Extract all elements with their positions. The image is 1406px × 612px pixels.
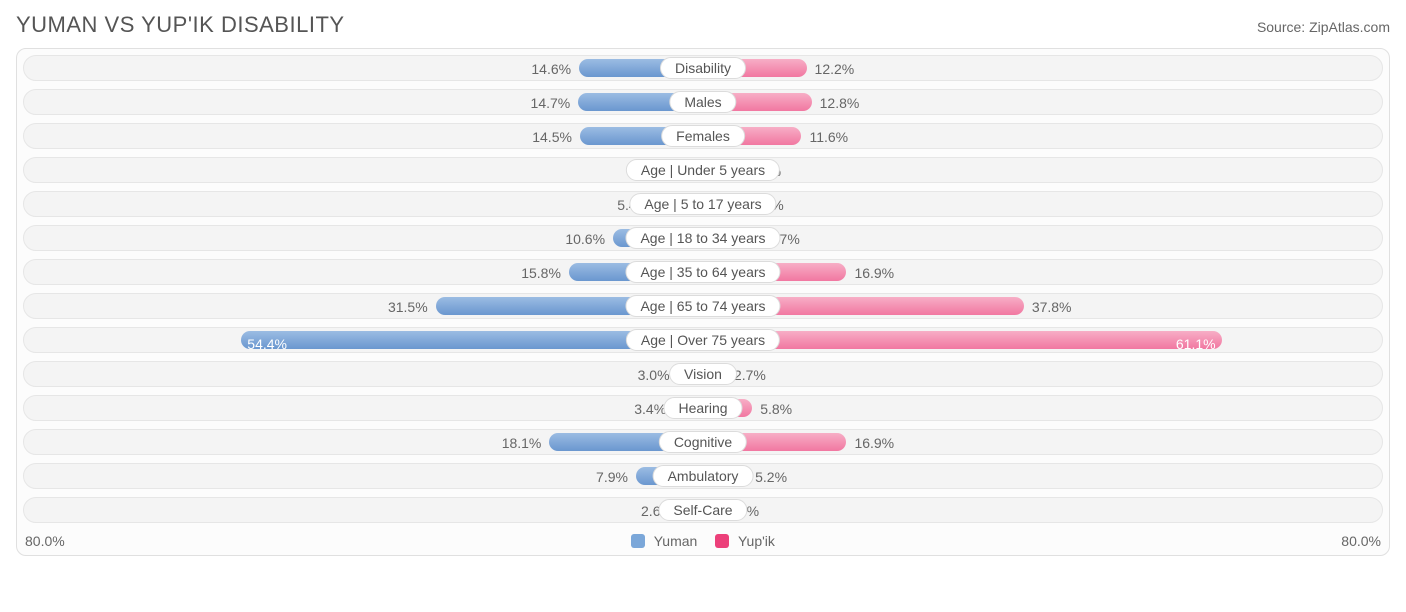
value-left: 14.5% bbox=[532, 124, 572, 150]
axis-row: 80.0% Yuman Yup'ik 80.0% bbox=[17, 531, 1389, 555]
legend-swatch-left bbox=[631, 534, 645, 548]
legend-label-left: Yuman bbox=[654, 533, 698, 549]
category-pill: Age | Over 75 years bbox=[626, 329, 780, 351]
chart-title: YUMAN VS YUP'IK DISABILITY bbox=[16, 12, 345, 38]
category-pill: Vision bbox=[669, 363, 737, 385]
chart-row: 3.4% 5.8% Hearing bbox=[23, 395, 1383, 421]
category-pill: Ambulatory bbox=[653, 465, 754, 487]
value-right: 16.9% bbox=[854, 430, 894, 456]
category-pill: Hearing bbox=[663, 397, 742, 419]
legend-item-left: Yuman bbox=[631, 533, 697, 549]
chart-row: 7.9% 5.2%Ambulatory bbox=[23, 463, 1383, 489]
category-pill: Age | 5 to 17 years bbox=[629, 193, 776, 215]
category-pill: Age | 35 to 64 years bbox=[625, 261, 780, 283]
value-right: 11.6% bbox=[809, 124, 848, 150]
category-pill: Males bbox=[669, 91, 736, 113]
chart-row: 14.7% 12.8% Males bbox=[23, 89, 1383, 115]
value-left: 54.4% bbox=[247, 331, 287, 357]
axis-max-left: 80.0% bbox=[25, 533, 65, 549]
category-pill: Age | Under 5 years bbox=[626, 159, 780, 181]
category-pill: Females bbox=[661, 125, 745, 147]
header: YUMAN VS YUP'IK DISABILITY Source: ZipAt… bbox=[16, 12, 1390, 38]
chart-source: Source: ZipAtlas.com bbox=[1257, 19, 1390, 35]
bar-right: 61.1% bbox=[703, 331, 1222, 349]
value-right: 37.8% bbox=[1032, 294, 1072, 320]
category-pill: Disability bbox=[660, 57, 746, 79]
value-right: 5.8% bbox=[760, 396, 792, 422]
value-left: 3.4% bbox=[634, 396, 666, 422]
value-left: 18.1% bbox=[502, 430, 542, 456]
value-left: 14.7% bbox=[531, 90, 571, 116]
legend: Yuman Yup'ik bbox=[631, 533, 775, 549]
legend-swatch-right bbox=[715, 534, 729, 548]
diverging-bar-chart: 14.6% 12.2% Disability 14.7% 12.8% Males 14.5%… bbox=[16, 48, 1390, 556]
value-left: 31.5% bbox=[388, 294, 428, 320]
chart-row: 5.4%4.8%Age | 5 to 17 years bbox=[23, 191, 1383, 217]
chart-row: 0.95%4.5%Age | Under 5 years bbox=[23, 157, 1383, 183]
value-right: 16.9% bbox=[854, 260, 894, 286]
value-right: 2.7% bbox=[734, 362, 766, 388]
value-left: 3.0% bbox=[638, 362, 670, 388]
category-pill: Self-Care bbox=[658, 499, 747, 521]
value-right: 61.1% bbox=[1176, 331, 1216, 357]
value-right: 12.8% bbox=[820, 90, 860, 116]
category-pill: Cognitive bbox=[659, 431, 747, 453]
chart-row: 10.6%6.7%Age | 18 to 34 years bbox=[23, 225, 1383, 251]
chart-row: 54.4%61.1%Age | Over 75 years bbox=[23, 327, 1383, 353]
axis-max-right: 80.0% bbox=[1341, 533, 1381, 549]
category-pill: Age | 65 to 74 years bbox=[625, 295, 780, 317]
chart-row: 3.0% 2.7%Vision bbox=[23, 361, 1383, 387]
value-right: 5.2% bbox=[755, 464, 787, 490]
chart-row: 14.5% 11.6% Females bbox=[23, 123, 1383, 149]
category-pill: Age | 18 to 34 years bbox=[625, 227, 780, 249]
chart-row: 18.1% 16.9% Cognitive bbox=[23, 429, 1383, 455]
value-left: 10.6% bbox=[565, 226, 605, 252]
value-left: 15.8% bbox=[521, 260, 561, 286]
chart-row: 14.6% 12.2% Disability bbox=[23, 55, 1383, 81]
chart-row: 2.6%1.9%Self-Care bbox=[23, 497, 1383, 523]
legend-label-right: Yup'ik bbox=[738, 533, 775, 549]
chart-row: 31.5% 37.8% Age | 65 to 74 years bbox=[23, 293, 1383, 319]
legend-item-right: Yup'ik bbox=[715, 533, 775, 549]
chart-row: 15.8% 16.9% Age | 35 to 64 years bbox=[23, 259, 1383, 285]
value-right: 12.2% bbox=[815, 56, 855, 82]
value-left: 14.6% bbox=[531, 56, 571, 82]
value-left: 7.9% bbox=[596, 464, 628, 490]
